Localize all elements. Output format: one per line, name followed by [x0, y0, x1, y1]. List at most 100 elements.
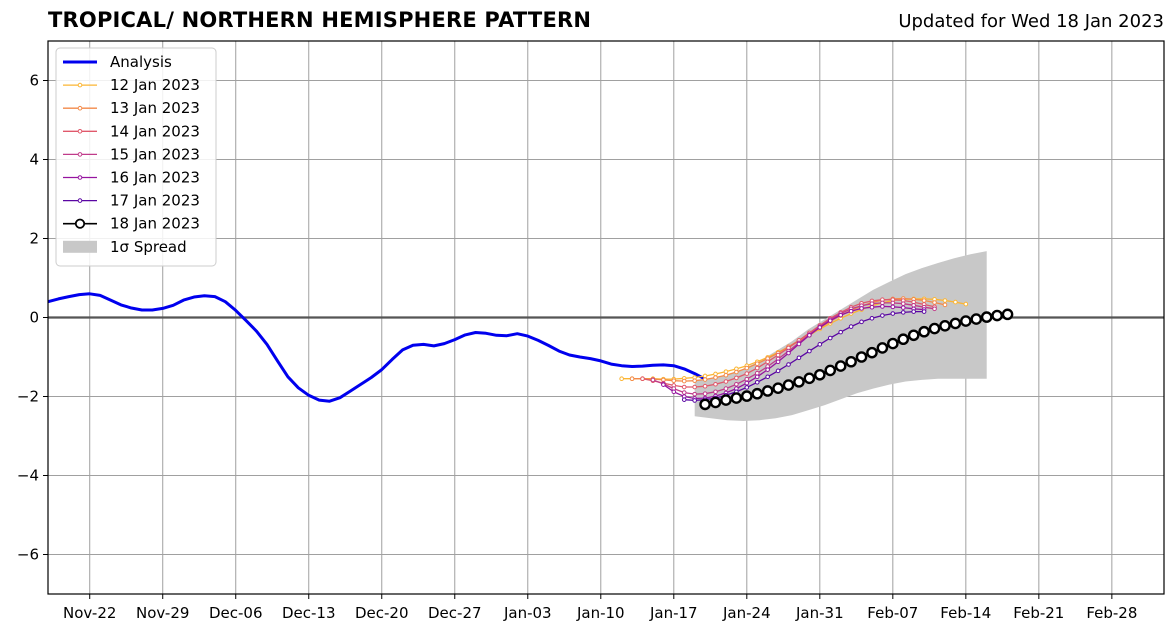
analysis-series	[47, 292, 706, 403]
forecast-point	[709, 396, 722, 409]
forecast-point	[859, 319, 864, 325]
y-tick-label: 4	[29, 151, 39, 169]
forecast-point	[702, 391, 708, 397]
legend-label: 17 Jan 2023	[110, 192, 200, 210]
forecast-point	[921, 309, 927, 314]
forecast-point	[775, 352, 781, 358]
forecast-point	[866, 346, 878, 359]
updated-date: Updated for Wed 18 Jan 2023	[898, 11, 1164, 32]
legend-marker-point	[77, 82, 83, 88]
legend-label: 1σ Spread	[110, 238, 187, 256]
legend-label: 13 Jan 2023	[110, 99, 200, 117]
forecast-point	[640, 376, 645, 382]
forecast-point	[900, 305, 906, 310]
forecast-point	[827, 335, 833, 341]
forecast-point	[838, 312, 843, 318]
forecast-point	[796, 341, 802, 347]
y-tick-label: −4	[17, 467, 39, 485]
chart-title: TROPICAL/ NORTHERN HEMISPHERE PATTERN	[48, 8, 592, 32]
forecast-point	[970, 313, 983, 325]
forecast-point	[761, 385, 774, 397]
forecast-point	[907, 329, 920, 342]
forecast-point	[681, 390, 687, 395]
legend-marker	[63, 240, 97, 253]
forecast-point	[834, 360, 847, 372]
forecast-point	[751, 387, 764, 400]
forecast-point	[661, 382, 666, 387]
forecast-point	[949, 317, 962, 330]
forecast-point	[744, 371, 750, 376]
plot-frame	[47, 40, 1165, 595]
forecast-point	[960, 315, 972, 327]
y-tick-label: −6	[17, 546, 39, 564]
legend-marker-point	[77, 105, 83, 111]
x-tick-label: Jan-24	[722, 604, 771, 622]
forecast-point	[911, 309, 916, 314]
forecast-point	[772, 382, 784, 395]
forecast-point	[702, 377, 708, 382]
forecast-point	[734, 369, 739, 375]
forecast-point	[692, 398, 697, 403]
forecast-point	[702, 383, 708, 389]
legend-label: 16 Jan 2023	[110, 169, 200, 187]
legend-box	[55, 47, 217, 267]
forecast-point	[869, 315, 875, 321]
legend-label: Analysis	[110, 53, 172, 71]
forecast-point	[765, 374, 770, 380]
forecast-point	[803, 372, 816, 385]
y-tick-label: 0	[29, 309, 39, 327]
forecast-point	[890, 300, 896, 306]
legend-label: 12 Jan 2023	[110, 76, 200, 94]
x-tick-label: Feb-14	[940, 604, 991, 622]
forecast-point	[963, 301, 969, 307]
forecast-point	[817, 342, 823, 347]
forecast-point	[848, 324, 854, 329]
forecast-point	[807, 332, 812, 338]
legend-label: 15 Jan 2023	[110, 145, 200, 163]
forecast-point	[713, 381, 718, 387]
forecast-point	[932, 306, 937, 312]
forecast-point	[1001, 308, 1014, 321]
forecast-point	[942, 298, 948, 303]
forecast-point	[681, 397, 687, 402]
x-tick-label: Dec-27	[428, 604, 482, 622]
x-tick-label: Feb-21	[1013, 604, 1064, 622]
forecast-point	[713, 375, 718, 380]
forecast-point	[723, 379, 729, 384]
forecast-point	[730, 392, 743, 404]
forecast-point	[928, 322, 941, 335]
forecast-point	[796, 355, 802, 361]
forecast-point	[741, 390, 753, 402]
x-tick-label: Feb-28	[1086, 604, 1137, 622]
forecast-point	[918, 325, 930, 338]
forecast-point	[692, 378, 697, 384]
axes: Nov-22 Nov-29 Dec-06 Dec-13 Dec-20 Dec-27 Jan-…	[17, 40, 1165, 622]
forecast-point	[932, 300, 937, 305]
forecast-point	[744, 376, 750, 382]
y-tick-label: 6	[29, 72, 39, 90]
forecast-point	[744, 365, 750, 371]
legend: Analysis 12 Jan 2023 13 Jan 2023 14 Jan 202…	[55, 47, 217, 267]
forecast-point	[754, 379, 760, 385]
legend-marker-point	[77, 175, 83, 180]
forecast-point	[880, 313, 885, 318]
forecast-point	[744, 385, 750, 390]
forecast-point	[681, 378, 687, 384]
legend-label: 18 Jan 2023	[110, 215, 200, 233]
forecast-point	[814, 368, 826, 381]
forecast-point	[754, 365, 760, 371]
forecast-point	[887, 337, 899, 350]
x-tick-label: Dec-06	[209, 604, 263, 622]
forecast-point	[880, 304, 885, 309]
forecast-point	[876, 342, 889, 354]
y-tick-label: −2	[17, 388, 39, 406]
forecast-point	[692, 391, 697, 397]
forecast-point	[650, 377, 656, 383]
forecast-point	[734, 375, 739, 381]
forecast-point	[775, 359, 781, 365]
forecast-point	[921, 298, 927, 303]
forecast-point	[782, 379, 795, 391]
forecast-point	[775, 368, 781, 374]
forecast-point	[765, 359, 770, 365]
forecast-point	[848, 308, 854, 314]
